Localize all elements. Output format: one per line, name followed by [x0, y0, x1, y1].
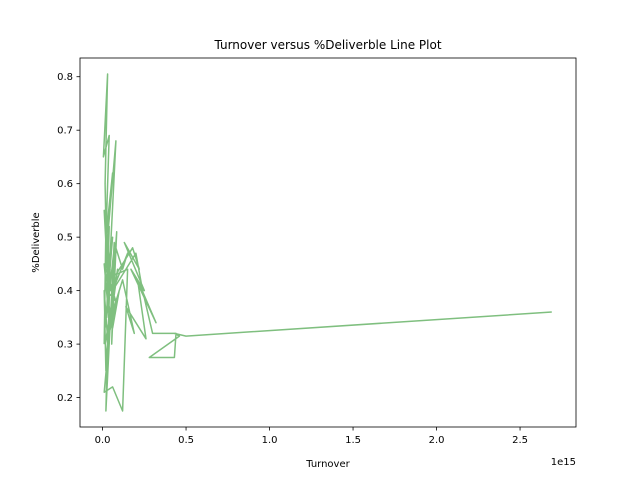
y-axis: 0.2 0.3 0.4 0.5 0.6 0.7 0.8 — [57, 72, 80, 404]
x-tick-label: 0.0 — [95, 435, 111, 446]
x-axis: 0.0 0.5 1.0 1.5 2.0 2.5 — [95, 427, 528, 446]
x-axis-offset-label: 1e15 — [551, 457, 576, 468]
y-tick-label: 0.7 — [57, 126, 73, 137]
y-tick-label: 0.2 — [57, 393, 73, 404]
x-tick-label: 1.5 — [345, 435, 361, 446]
y-axis-title: %Deliverble — [31, 212, 42, 272]
y-tick-label: 0.8 — [57, 72, 73, 83]
y-tick-label: 0.5 — [57, 233, 73, 244]
plot-area — [79, 57, 577, 428]
x-tick-label: 0.5 — [178, 435, 194, 446]
y-tick-label: 0.4 — [57, 286, 73, 297]
x-tick-label: 2.0 — [429, 435, 445, 446]
y-tick-label: 0.3 — [57, 340, 73, 351]
axes-frame — [79, 57, 577, 428]
y-tick-label: 0.6 — [57, 179, 73, 190]
x-tick-label: 1.0 — [262, 435, 278, 446]
x-axis-title: Turnover — [305, 459, 350, 470]
chart-title: Turnover versus %Deliverble Line Plot — [213, 38, 441, 52]
series-line — [102, 73, 552, 412]
x-tick-label: 2.5 — [512, 435, 528, 446]
